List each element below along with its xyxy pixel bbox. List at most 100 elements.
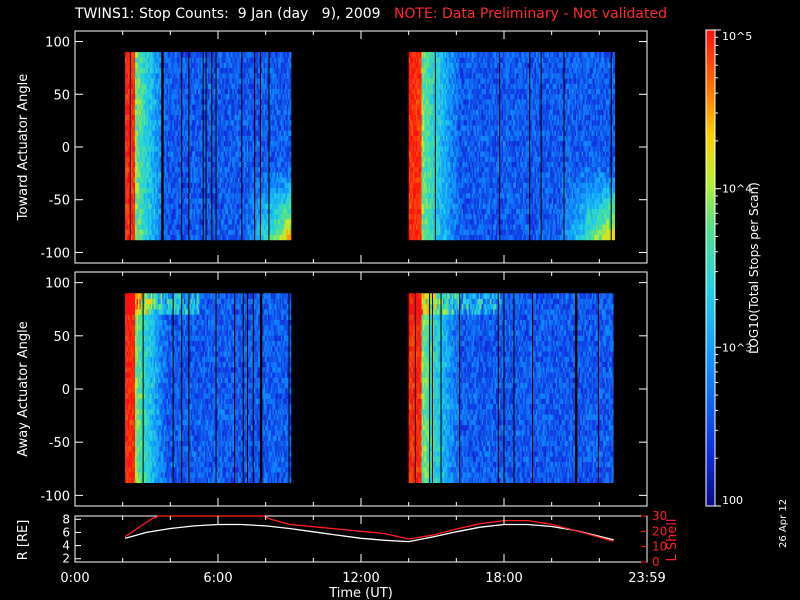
heatmap-cell [169, 130, 172, 136]
heatmap-cell [192, 208, 195, 215]
heatmap-cell [186, 99, 189, 105]
heatmap-cell [143, 83, 146, 89]
heatmap-cell [243, 78, 246, 84]
heatmap-cell [200, 229, 203, 235]
heatmap-cell [139, 57, 142, 63]
heatmap-cell [197, 109, 200, 116]
heatmap-cell [256, 218, 259, 225]
heatmap-cell [229, 114, 232, 121]
heatmap-cell [248, 67, 250, 74]
heatmap-cell [125, 156, 127, 162]
heatmap-cell [260, 125, 263, 131]
heatmap-cell [183, 67, 186, 74]
heatmap-cell [199, 109, 202, 116]
heatmap-cell [143, 234, 146, 241]
heatmap-cell [272, 72, 275, 79]
heatmap-cell [236, 104, 239, 110]
heatmap-cell [250, 172, 253, 178]
heatmap-cell [269, 218, 272, 225]
heatmap-cell [142, 166, 145, 173]
heatmap-cell [172, 57, 175, 63]
heatmap-cell [195, 78, 197, 84]
heatmap-cell [256, 172, 259, 178]
heatmap-cell [226, 140, 229, 147]
heatmap-cell [220, 125, 223, 131]
heatmap-cell [206, 119, 209, 126]
heatmap-cell [155, 156, 157, 162]
heatmap-cell [137, 125, 140, 131]
heatmap-cell [265, 99, 268, 105]
heatmap-cell [136, 161, 139, 168]
heatmap-cell [218, 177, 220, 183]
heatmap-cell [156, 198, 159, 204]
heatmap-cell [193, 72, 196, 79]
heatmap-cell [186, 151, 189, 157]
heatmap-cell [213, 135, 216, 142]
heatmap-cell [163, 224, 166, 230]
heatmap-cell [150, 93, 153, 100]
heatmap-cell [200, 109, 203, 116]
heatmap-cell [242, 93, 245, 100]
heatmap-cell [189, 140, 192, 147]
heatmap-cell [222, 187, 225, 194]
heatmap-cell [225, 109, 227, 116]
heatmap-cell [239, 229, 242, 235]
heatmap-cell [167, 177, 170, 183]
heatmap-cell [132, 104, 135, 110]
heatmap-cell [250, 72, 253, 79]
heatmap-cell [228, 192, 230, 199]
heatmap-cell [126, 166, 129, 173]
heatmap-cell [175, 198, 177, 204]
heatmap-cell [229, 192, 232, 199]
heatmap-cell [262, 203, 265, 209]
heatmap-cell [167, 166, 170, 173]
heatmap-cell [216, 161, 219, 168]
heatmap-cell [136, 208, 139, 215]
heatmap-cell [163, 130, 166, 136]
heatmap-cell [242, 166, 245, 173]
heatmap-cell [147, 224, 150, 230]
heatmap-cell [256, 57, 259, 63]
heatmap-cell [189, 224, 192, 230]
heatmap-cell [130, 57, 133, 63]
heatmap-cell [142, 172, 145, 178]
heatmap-cell [255, 166, 258, 173]
heatmap-cell [145, 62, 147, 69]
heatmap-cell [142, 83, 145, 89]
heatmap-cell [230, 156, 233, 162]
heatmap-cell [146, 78, 149, 84]
heatmap-cell [127, 78, 130, 84]
heatmap-cell [170, 52, 173, 58]
heatmap-cell [192, 114, 195, 121]
heatmap-cell [135, 187, 137, 194]
heatmap-cell [432, 62, 435, 69]
heatmap-cell [260, 140, 263, 147]
heatmap-cell [167, 109, 170, 116]
heatmap-cell [245, 166, 247, 173]
heatmap-cell [273, 109, 276, 116]
heatmap-cell [143, 208, 146, 215]
heatmap-cell [200, 198, 203, 204]
heatmap-cell [166, 166, 169, 173]
heatmap-cell [249, 67, 252, 74]
heatmap-cell [177, 62, 180, 69]
heatmap-cell [233, 192, 236, 199]
heatmap-cell [252, 161, 255, 168]
heatmap-cell [223, 109, 226, 116]
heatmap-cell [126, 62, 129, 69]
heatmap-cell [248, 145, 250, 152]
heatmap-cell [212, 52, 215, 58]
heatmap-cell [189, 213, 192, 220]
heatmap-cell [147, 203, 150, 209]
heatmap-cell [236, 182, 239, 189]
heatmap-cell [248, 172, 250, 178]
heatmap-cell [255, 130, 258, 136]
heatmap-cell [238, 213, 240, 220]
heatmap-cell [170, 93, 173, 100]
heatmap-cell [222, 161, 225, 168]
heatmap-cell [176, 99, 179, 105]
heatmap-cell [146, 208, 149, 215]
heatmap-cell [273, 135, 276, 142]
heatmap-cell [172, 119, 175, 126]
heatmap-cell [432, 52, 435, 58]
